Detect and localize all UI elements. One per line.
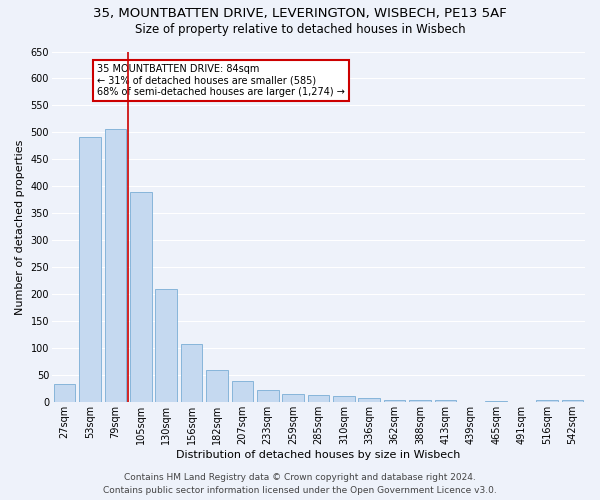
Bar [104,129,126,402]
Bar [257,390,278,402]
Bar [308,396,329,402]
Bar [155,289,177,403]
Y-axis label: Number of detached properties: Number of detached properties [15,139,25,314]
Bar [333,396,355,402]
Bar [79,137,101,402]
Bar [384,400,406,402]
Bar [54,384,76,402]
Bar [181,344,202,403]
Bar [283,394,304,402]
Bar [130,192,152,402]
Bar [434,400,456,402]
Text: Contains HM Land Registry data © Crown copyright and database right 2024.
Contai: Contains HM Land Registry data © Crown c… [103,474,497,495]
Bar [232,380,253,402]
Text: 35 MOUNTBATTEN DRIVE: 84sqm
← 31% of detached houses are smaller (585)
68% of se: 35 MOUNTBATTEN DRIVE: 84sqm ← 31% of det… [97,64,345,97]
Text: 35, MOUNTBATTEN DRIVE, LEVERINGTON, WISBECH, PE13 5AF: 35, MOUNTBATTEN DRIVE, LEVERINGTON, WISB… [93,8,507,20]
Bar [536,400,558,402]
Bar [562,400,583,402]
Text: Size of property relative to detached houses in Wisbech: Size of property relative to detached ho… [134,22,466,36]
X-axis label: Distribution of detached houses by size in Wisbech: Distribution of detached houses by size … [176,450,461,460]
Bar [409,400,431,402]
Bar [206,370,228,402]
Bar [485,400,507,402]
Bar [358,398,380,402]
